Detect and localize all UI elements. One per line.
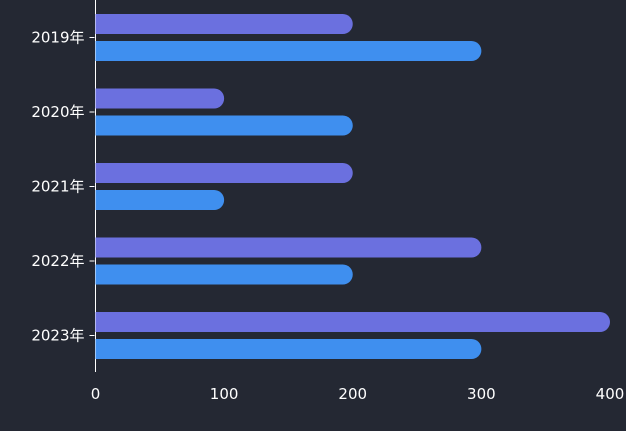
y-tick-label: 2019年 — [31, 29, 84, 47]
bar-series-1 — [95, 237, 482, 258]
bar-series-2 — [95, 339, 482, 359]
y-tick-label: 2020年 — [31, 103, 84, 121]
bar-series-2 — [95, 115, 353, 136]
bar-series-2 — [95, 190, 225, 210]
y-tick-label: 2021年 — [31, 178, 84, 196]
y-tick-label: 2023年 — [31, 327, 84, 345]
y-tick-label: 2022年 — [31, 252, 84, 270]
bar-series-1 — [95, 88, 225, 109]
x-tick-label: 0 — [91, 385, 101, 403]
bar-series-1 — [95, 312, 610, 332]
bar-series-1 — [95, 14, 353, 34]
bar-series-1 — [95, 163, 353, 183]
x-tick-label: 400 — [596, 385, 625, 403]
x-tick-label: 300 — [467, 385, 496, 403]
bar-series-2 — [95, 264, 353, 285]
bar-series-2 — [95, 41, 482, 61]
x-tick-label: 200 — [338, 385, 367, 403]
x-tick-label: 100 — [210, 385, 239, 403]
